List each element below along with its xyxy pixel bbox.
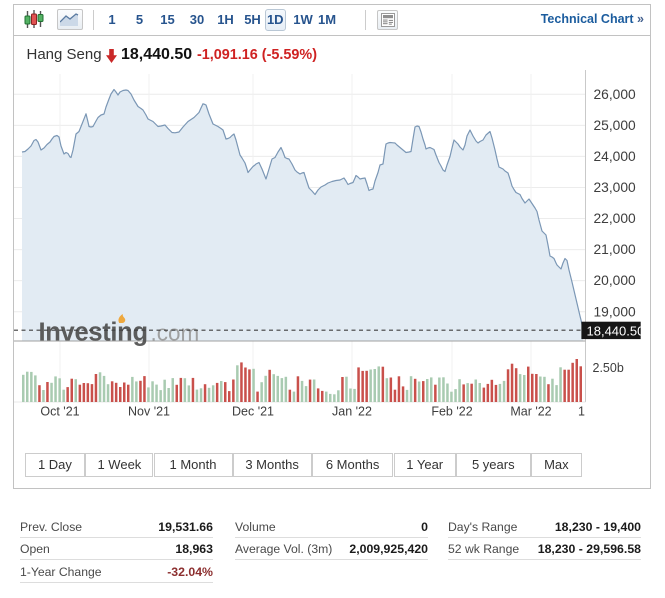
svg-text:20,000: 20,000 <box>594 273 637 288</box>
svg-text:23,000: 23,000 <box>594 180 637 195</box>
svg-text:26,000: 26,000 <box>594 87 637 102</box>
svg-text:Feb '22: Feb '22 <box>431 405 472 419</box>
svg-text:Nov '21: Nov '21 <box>128 405 170 419</box>
svg-text:18,440.50: 18,440.50 <box>587 323 645 338</box>
svg-text:Jan '22: Jan '22 <box>332 405 372 419</box>
svg-text:25,000: 25,000 <box>594 118 637 133</box>
svg-text:24,000: 24,000 <box>594 149 637 164</box>
svg-text:.com: .com <box>151 321 200 346</box>
svg-text:2.50b: 2.50b <box>593 361 624 375</box>
svg-text:19,000: 19,000 <box>594 304 637 319</box>
svg-text:Dec '21: Dec '21 <box>232 405 274 419</box>
svg-text:22,000: 22,000 <box>594 211 637 226</box>
svg-text:Investing: Investing <box>39 319 148 347</box>
svg-text:21,000: 21,000 <box>594 242 637 257</box>
svg-text:1: 1 <box>578 405 585 419</box>
svg-text:Oct '21: Oct '21 <box>40 405 79 419</box>
svg-text:Mar '22: Mar '22 <box>510 405 551 419</box>
